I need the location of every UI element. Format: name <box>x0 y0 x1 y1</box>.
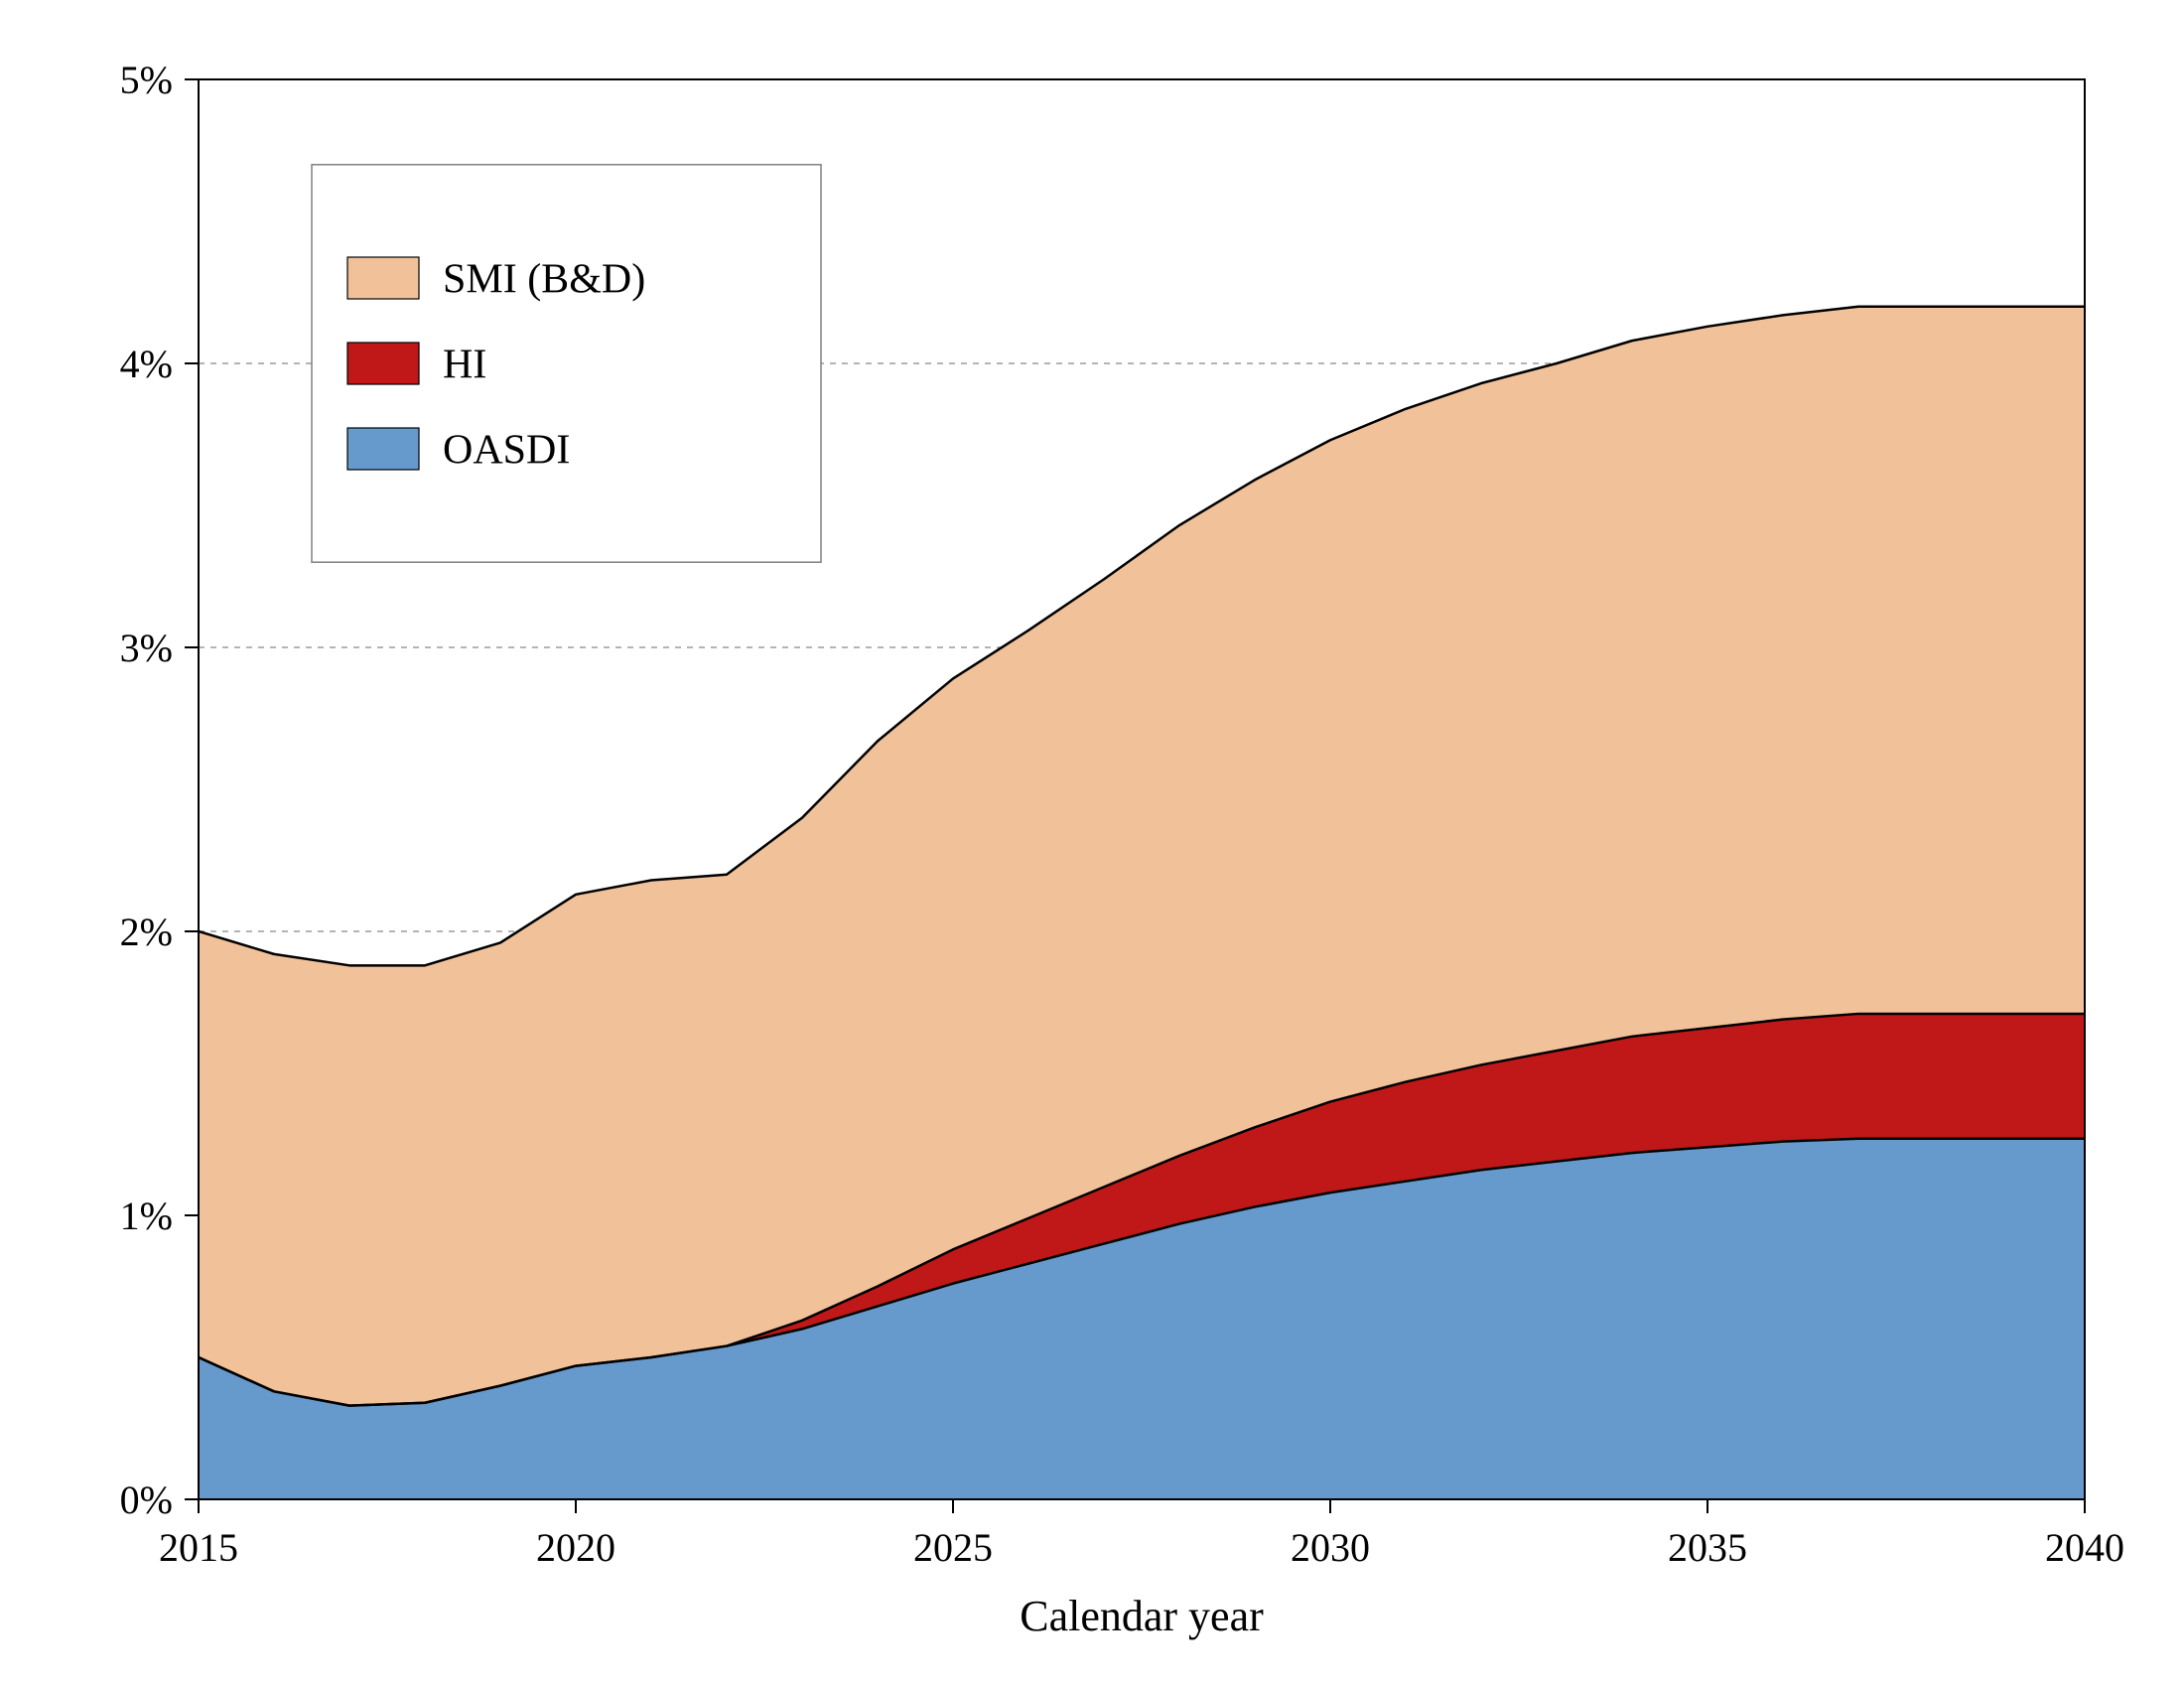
x-axis-title: Calendar year <box>1020 1592 1264 1640</box>
x-tick-label: 2015 <box>159 1525 238 1570</box>
x-tick-label: 2030 <box>1291 1525 1370 1570</box>
chart-container: 2015 2020 2025 2030 2035 2040 Calendar year 0% 1… <box>0 0 2184 1688</box>
x-tick-label: 2040 <box>2045 1525 2124 1570</box>
x-tick-label: 2035 <box>1668 1525 1747 1570</box>
legend-swatch-oasdi <box>347 428 419 470</box>
y-tick-label: 1% <box>120 1194 173 1238</box>
y-tick-label: 3% <box>120 626 173 670</box>
y-tick-label: 2% <box>120 910 173 954</box>
y-tick-label: 0% <box>120 1477 173 1522</box>
legend-swatch-smi <box>347 257 419 299</box>
y-tick-label: 4% <box>120 342 173 386</box>
y-tick-label: 5% <box>120 58 173 102</box>
legend-label-hi: HI <box>443 343 486 388</box>
x-tick-label: 2020 <box>536 1525 615 1570</box>
legend-swatch-hi <box>347 343 419 384</box>
x-tick-label: 2025 <box>913 1525 993 1570</box>
legend-label-smi: SMI (B&D) <box>443 257 645 303</box>
stacked-area-chart: 2015 2020 2025 2030 2035 2040 Calendar year 0% 1… <box>0 0 2184 1688</box>
legend-label-oasdi: OASDI <box>443 428 570 474</box>
